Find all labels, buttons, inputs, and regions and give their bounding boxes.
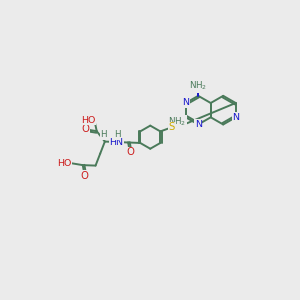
Text: N: N (195, 120, 202, 129)
Text: O: O (126, 147, 134, 157)
Text: N: N (232, 113, 239, 122)
Text: N: N (182, 98, 189, 107)
Text: S: S (169, 122, 175, 132)
Text: H: H (100, 130, 107, 139)
Text: O: O (81, 170, 88, 181)
Text: HO: HO (57, 159, 72, 168)
Text: NH$_2$: NH$_2$ (168, 116, 186, 128)
Text: HN: HN (110, 137, 124, 146)
Text: NH$_2$: NH$_2$ (189, 80, 207, 92)
Text: O: O (82, 124, 90, 134)
Text: H: H (114, 130, 121, 139)
Text: HO: HO (81, 116, 96, 124)
